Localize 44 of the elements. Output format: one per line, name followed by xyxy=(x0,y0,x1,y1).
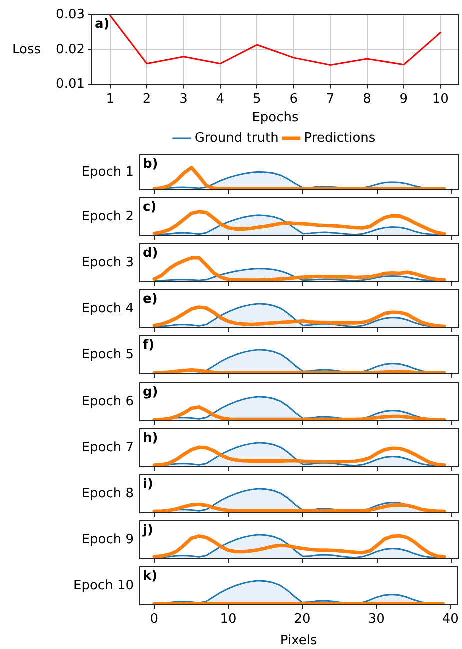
y-tick-label: 0.01 xyxy=(56,77,85,92)
y-axis-title: Epoch 5 xyxy=(82,348,134,363)
y-axis-title: Epoch 6 xyxy=(82,394,134,409)
y-axis-title: Epoch 8 xyxy=(82,486,134,502)
annotation: e) xyxy=(143,292,158,308)
y-axis-title: Epoch 3 xyxy=(82,256,134,271)
x-tick-label: 8 xyxy=(363,92,372,107)
annotation: h) xyxy=(143,430,158,446)
x-tick-label: 0 xyxy=(150,612,159,628)
x-tick-label: 2 xyxy=(142,92,152,107)
y-axis-title: Epoch 7 xyxy=(82,440,134,455)
x-tick-label: 20 xyxy=(294,612,311,628)
annotation: d) xyxy=(143,246,158,262)
annotation: a) xyxy=(95,16,110,32)
annotation: f) xyxy=(143,338,155,354)
y-axis-title: Epoch 9 xyxy=(82,532,134,548)
x-axis-title: Pixels xyxy=(280,633,318,648)
annotation: c) xyxy=(143,200,157,215)
x-tick-label: 10 xyxy=(432,92,449,107)
annotation: b) xyxy=(143,156,158,172)
y-axis-title: Epoch 1 xyxy=(82,164,134,180)
x-tick-label: 5 xyxy=(253,92,262,107)
x-tick-label: 4 xyxy=(216,92,225,107)
annotation: g) xyxy=(143,384,158,400)
x-tick-label: 40 xyxy=(442,612,459,628)
legend-label: Predictions xyxy=(304,130,376,146)
annotation: i) xyxy=(143,476,154,492)
y-axis-title: Epoch 4 xyxy=(82,302,134,317)
legend-label: Ground truth xyxy=(194,130,279,146)
x-tick-label: 9 xyxy=(400,92,408,107)
y-axis-title: Epoch 2 xyxy=(82,209,134,224)
y-tick-label: 0.02 xyxy=(56,42,85,58)
x-tick-label: 10 xyxy=(220,612,237,628)
x-axis-title: Epochs xyxy=(252,110,300,126)
x-tick-label: 30 xyxy=(368,612,385,628)
annotation: k) xyxy=(143,568,158,584)
x-tick-label: 1 xyxy=(106,92,114,107)
x-tick-label: 3 xyxy=(180,92,188,107)
y-axis-title: Epoch 10 xyxy=(74,578,134,594)
y-axis-title: Loss xyxy=(12,42,42,58)
annotation: j) xyxy=(142,522,154,538)
x-tick-label: 6 xyxy=(290,92,298,107)
x-tick-label: 7 xyxy=(326,92,335,107)
y-tick-label: 0.03 xyxy=(56,7,85,22)
